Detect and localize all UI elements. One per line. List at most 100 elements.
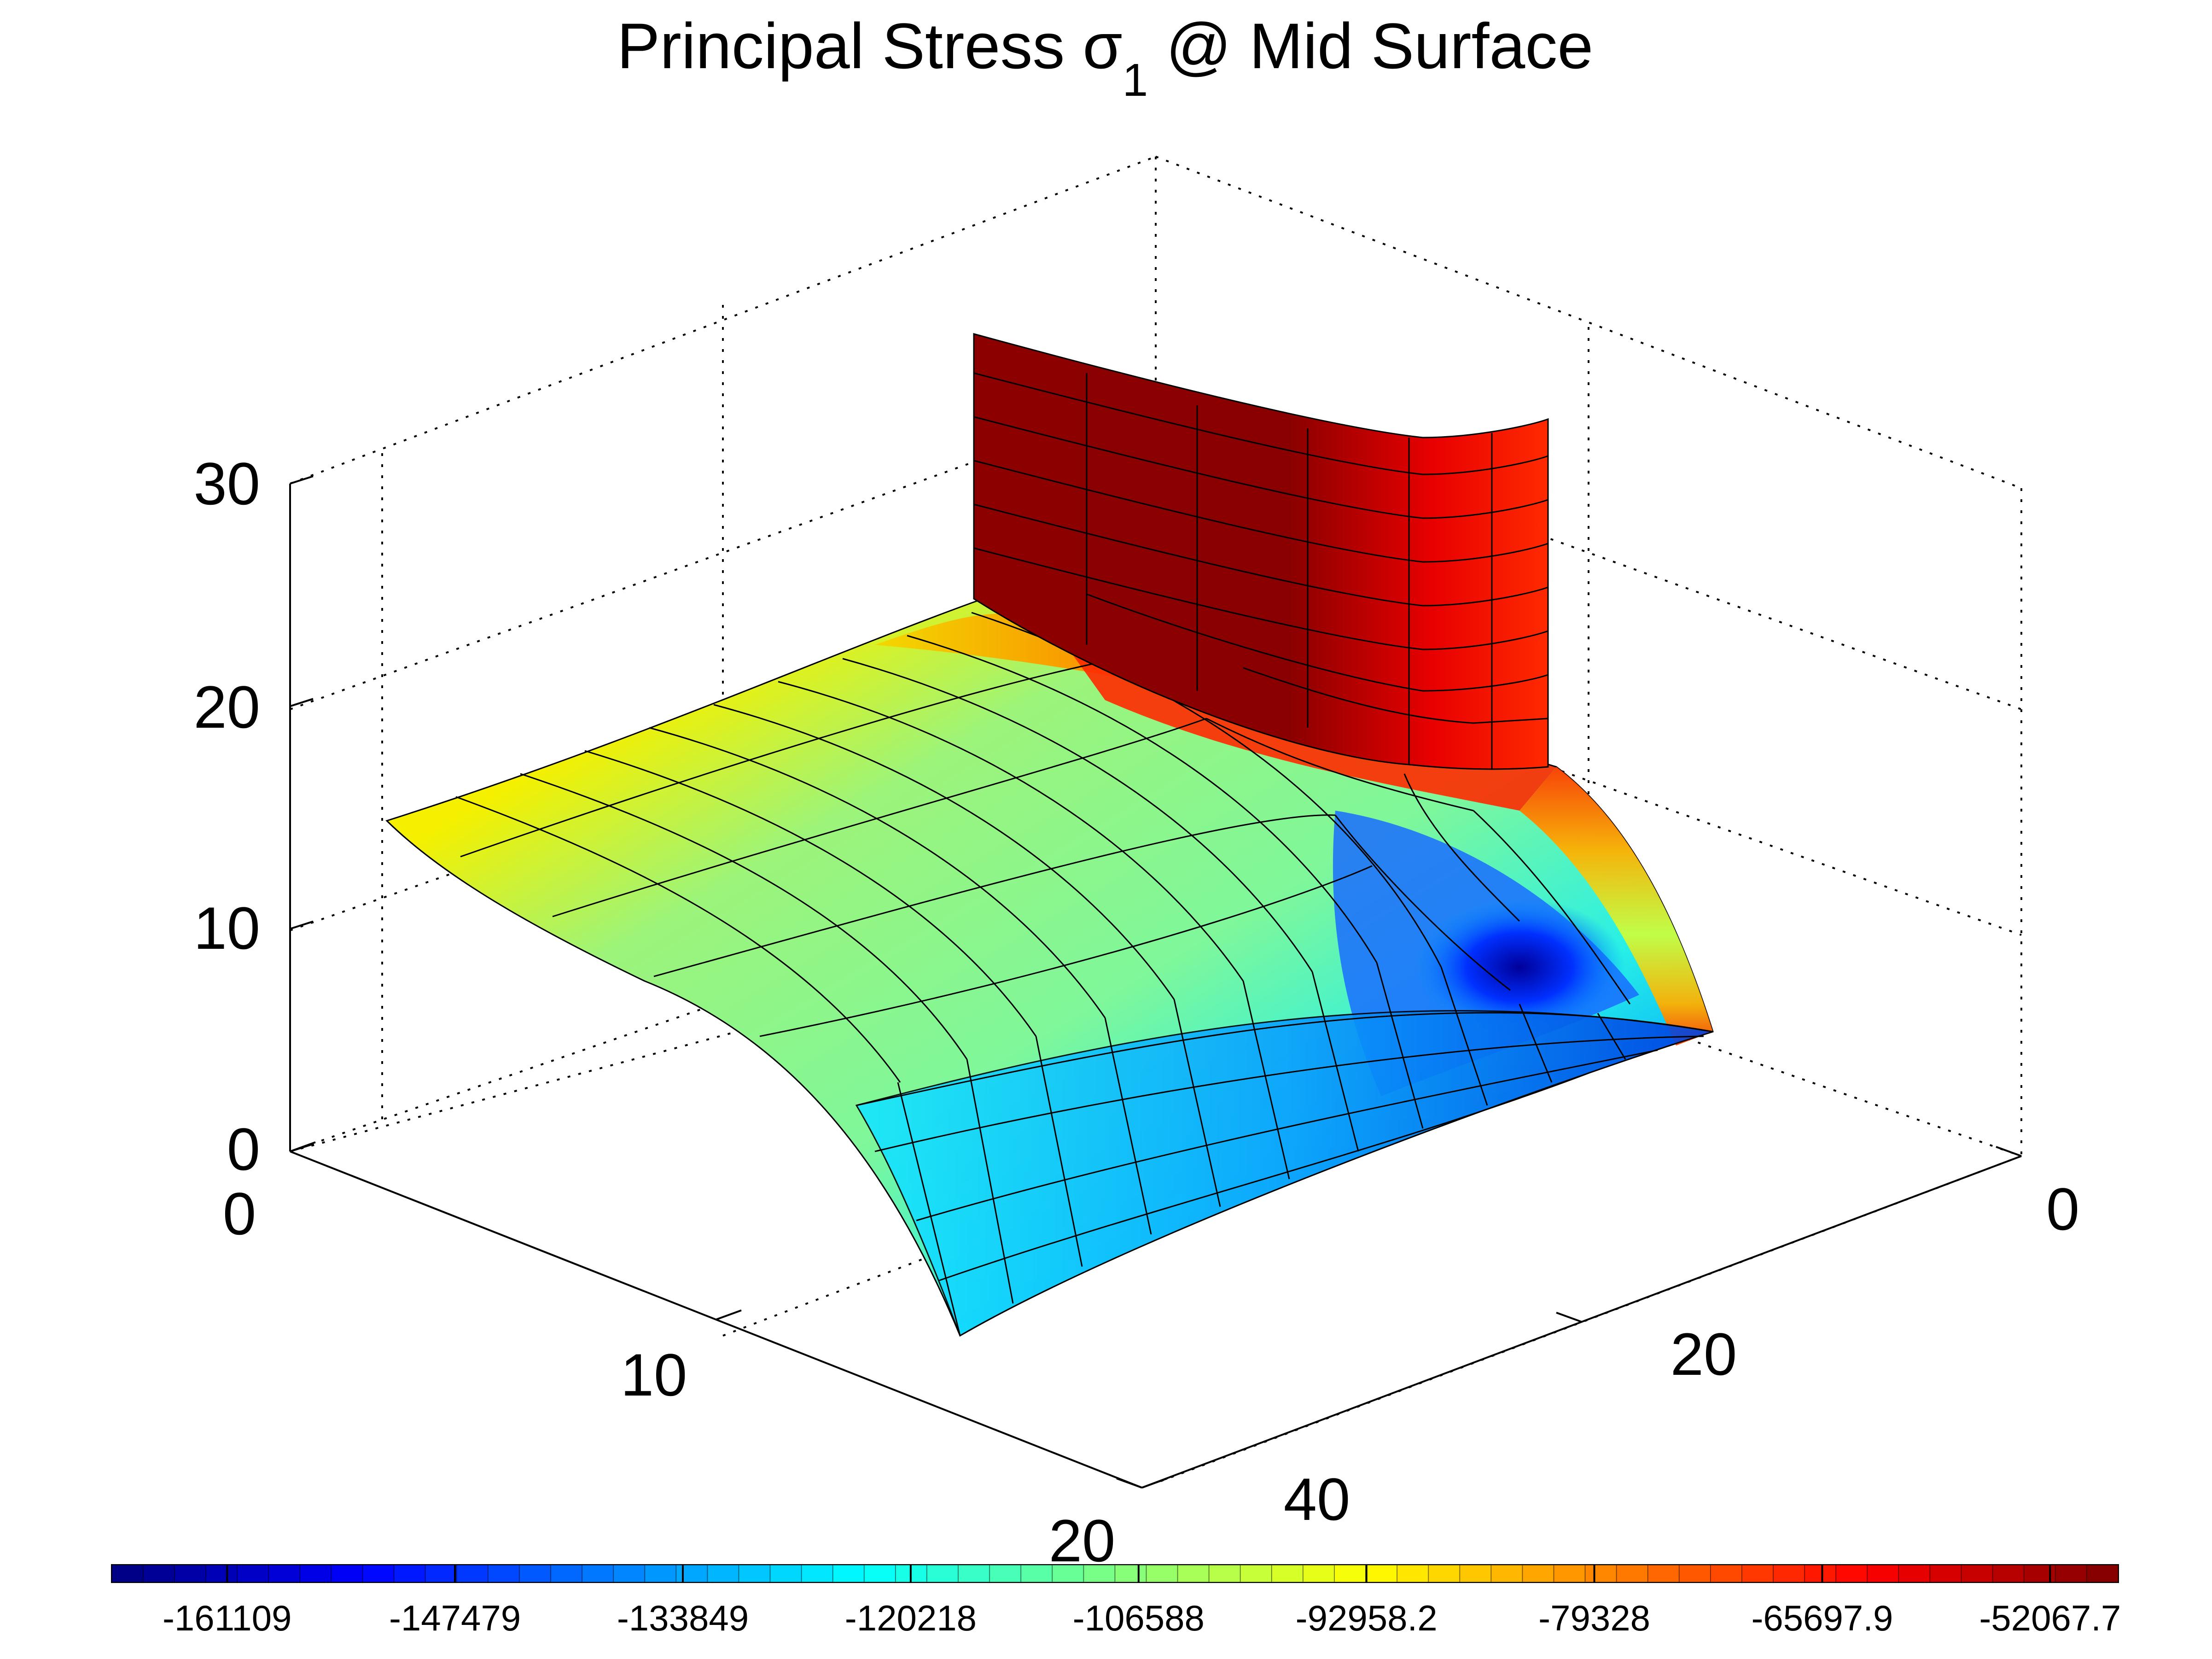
- colorbar-tick-label: -120218: [845, 1598, 977, 1638]
- colorbar-cell: [143, 1565, 175, 1583]
- colorbar-tick-label: -106588: [1073, 1598, 1205, 1638]
- colorbar-cell: [519, 1565, 552, 1583]
- colorbar-cell: [425, 1565, 457, 1583]
- x-tick-label: 20: [1049, 1507, 1116, 1574]
- colorbar-cell: [111, 1565, 144, 1583]
- colorbar-cell: [675, 1565, 708, 1583]
- colorbar-cell: [1867, 1565, 1899, 1583]
- x-axis-labels: 0 10 20: [223, 1180, 1115, 1574]
- colorbar-cell: [487, 1565, 520, 1583]
- colorbar-cell: [1146, 1565, 1178, 1583]
- x-tick: [1141, 1478, 1168, 1489]
- z-tick: [290, 698, 314, 707]
- z-tick-label: 10: [193, 894, 260, 962]
- colorbar-cell: [362, 1565, 395, 1583]
- colorbar-cell: [456, 1565, 489, 1583]
- y-tick-label: 0: [2046, 1175, 2079, 1243]
- colorbar-cell: [1616, 1565, 1648, 1583]
- colorbar-cell: [1397, 1565, 1429, 1583]
- front-mesh: [874, 962, 1704, 1336]
- colorbar-cell: [958, 1565, 990, 1583]
- colorbar-cell: [644, 1565, 677, 1583]
- colorbar-cell: [1020, 1565, 1053, 1583]
- colorbar-cell: [331, 1565, 363, 1583]
- colorbar-cell: [1365, 1565, 1398, 1583]
- colorbar-cell: [1083, 1565, 1116, 1583]
- z-tick: [290, 475, 314, 485]
- z-tick-label: 0: [227, 1116, 260, 1183]
- colorbar-cell: [1177, 1565, 1210, 1583]
- colorbar-tick-label: -147479: [389, 1598, 521, 1638]
- z-axis-labels: 30 20 10 0: [193, 450, 260, 1183]
- wall-face: [973, 333, 1549, 770]
- x-tick: [290, 1141, 316, 1152]
- colorbar-cell: [1428, 1565, 1461, 1583]
- wall-mesh: [973, 372, 1548, 769]
- colorbar-cell: [707, 1565, 739, 1583]
- x-tick-label: 0: [223, 1180, 256, 1247]
- colorbar-cell: [1490, 1565, 1523, 1583]
- colorbar-cell: [2055, 1565, 2087, 1583]
- colorbar-cell: [1710, 1565, 1743, 1583]
- colorbar-cell: [738, 1565, 771, 1583]
- colorbar-cell: [393, 1565, 426, 1583]
- colorbar-cell: [550, 1565, 583, 1583]
- colorbar-cell: [1929, 1565, 1962, 1583]
- colorbar-cell: [989, 1565, 1022, 1583]
- colorbar-cell: [174, 1565, 207, 1583]
- colorbar-tick-label: -79328: [1538, 1598, 1650, 1638]
- x-tick: [716, 1309, 742, 1320]
- colorbar-cell: [1961, 1565, 1993, 1583]
- colorbar-cell: [1584, 1565, 1617, 1583]
- tick-marks: [290, 475, 2022, 1489]
- colorbar-cell: [1114, 1565, 1147, 1583]
- colorbar-cell: [1271, 1565, 1304, 1583]
- colorbar-cell: [299, 1565, 332, 1583]
- title-subscript: 1: [1123, 54, 1148, 106]
- colorbar-cell: [1522, 1565, 1554, 1583]
- colorbar-cell: [582, 1565, 614, 1583]
- colorbar-cell: [1302, 1565, 1335, 1583]
- colorbar-tick-label: -161109: [163, 1598, 291, 1638]
- z-tick-label: 30: [193, 450, 260, 517]
- y-tick: [1996, 1146, 2022, 1157]
- colorbar-cell: [1773, 1565, 1805, 1583]
- z-tick-label: 20: [193, 673, 260, 741]
- colorbar-cell: [832, 1565, 865, 1583]
- y-tick-label: 40: [1284, 1466, 1350, 1533]
- colorbar-cell: [2086, 1565, 2119, 1583]
- colorbar-cell: [926, 1565, 959, 1583]
- colorbar-cell: [1208, 1565, 1241, 1583]
- colorbar-labels: -161109 -147479 -133849 -120218 -106588 -9295…: [163, 1565, 2121, 1638]
- colorbar-cell: [1553, 1565, 1586, 1583]
- colorbar-cell: [1647, 1565, 1680, 1583]
- slab-right-edge: [1519, 767, 1713, 1046]
- colorbar-cell: [237, 1565, 269, 1583]
- colorbar-cell: [1741, 1565, 1774, 1583]
- colorbar-cell: [1678, 1565, 1711, 1583]
- colorbar-tick-label: -52067.7: [1979, 1598, 2121, 1638]
- y-axis-labels: 0 20 40: [1284, 1175, 2079, 1533]
- colorbar-cell: [268, 1565, 301, 1583]
- colorbar-cell: [863, 1565, 896, 1583]
- x-tick-label: 10: [621, 1341, 687, 1408]
- colorbar-tick-label: -65697.9: [1751, 1598, 1893, 1638]
- colorbar: -161109 -147479 -133849 -120218 -106588 -9295…: [111, 1564, 2121, 1638]
- colorbar-cell: [1835, 1565, 1868, 1583]
- z-tick: [290, 920, 314, 930]
- surface-wall: [973, 333, 1549, 770]
- y-tick-label: 20: [1671, 1320, 1737, 1388]
- colorbar-cell: [1804, 1565, 1837, 1583]
- colorbar-cell: [801, 1565, 833, 1583]
- colorbar-tick-label: -92958.2: [1296, 1598, 1438, 1638]
- colorbar-cell: [769, 1565, 802, 1583]
- colorbar-cell: [1052, 1565, 1084, 1583]
- slab-min-spot: [1414, 898, 1625, 1036]
- colorbar-cell: [1240, 1565, 1272, 1583]
- colorbar-cell: [1992, 1565, 2025, 1583]
- colorbar-cell: [1898, 1565, 1931, 1583]
- colorbar-tick-label: -133849: [617, 1598, 749, 1638]
- colorbar-cell: [205, 1565, 238, 1583]
- colorbar-cell: [1334, 1565, 1367, 1583]
